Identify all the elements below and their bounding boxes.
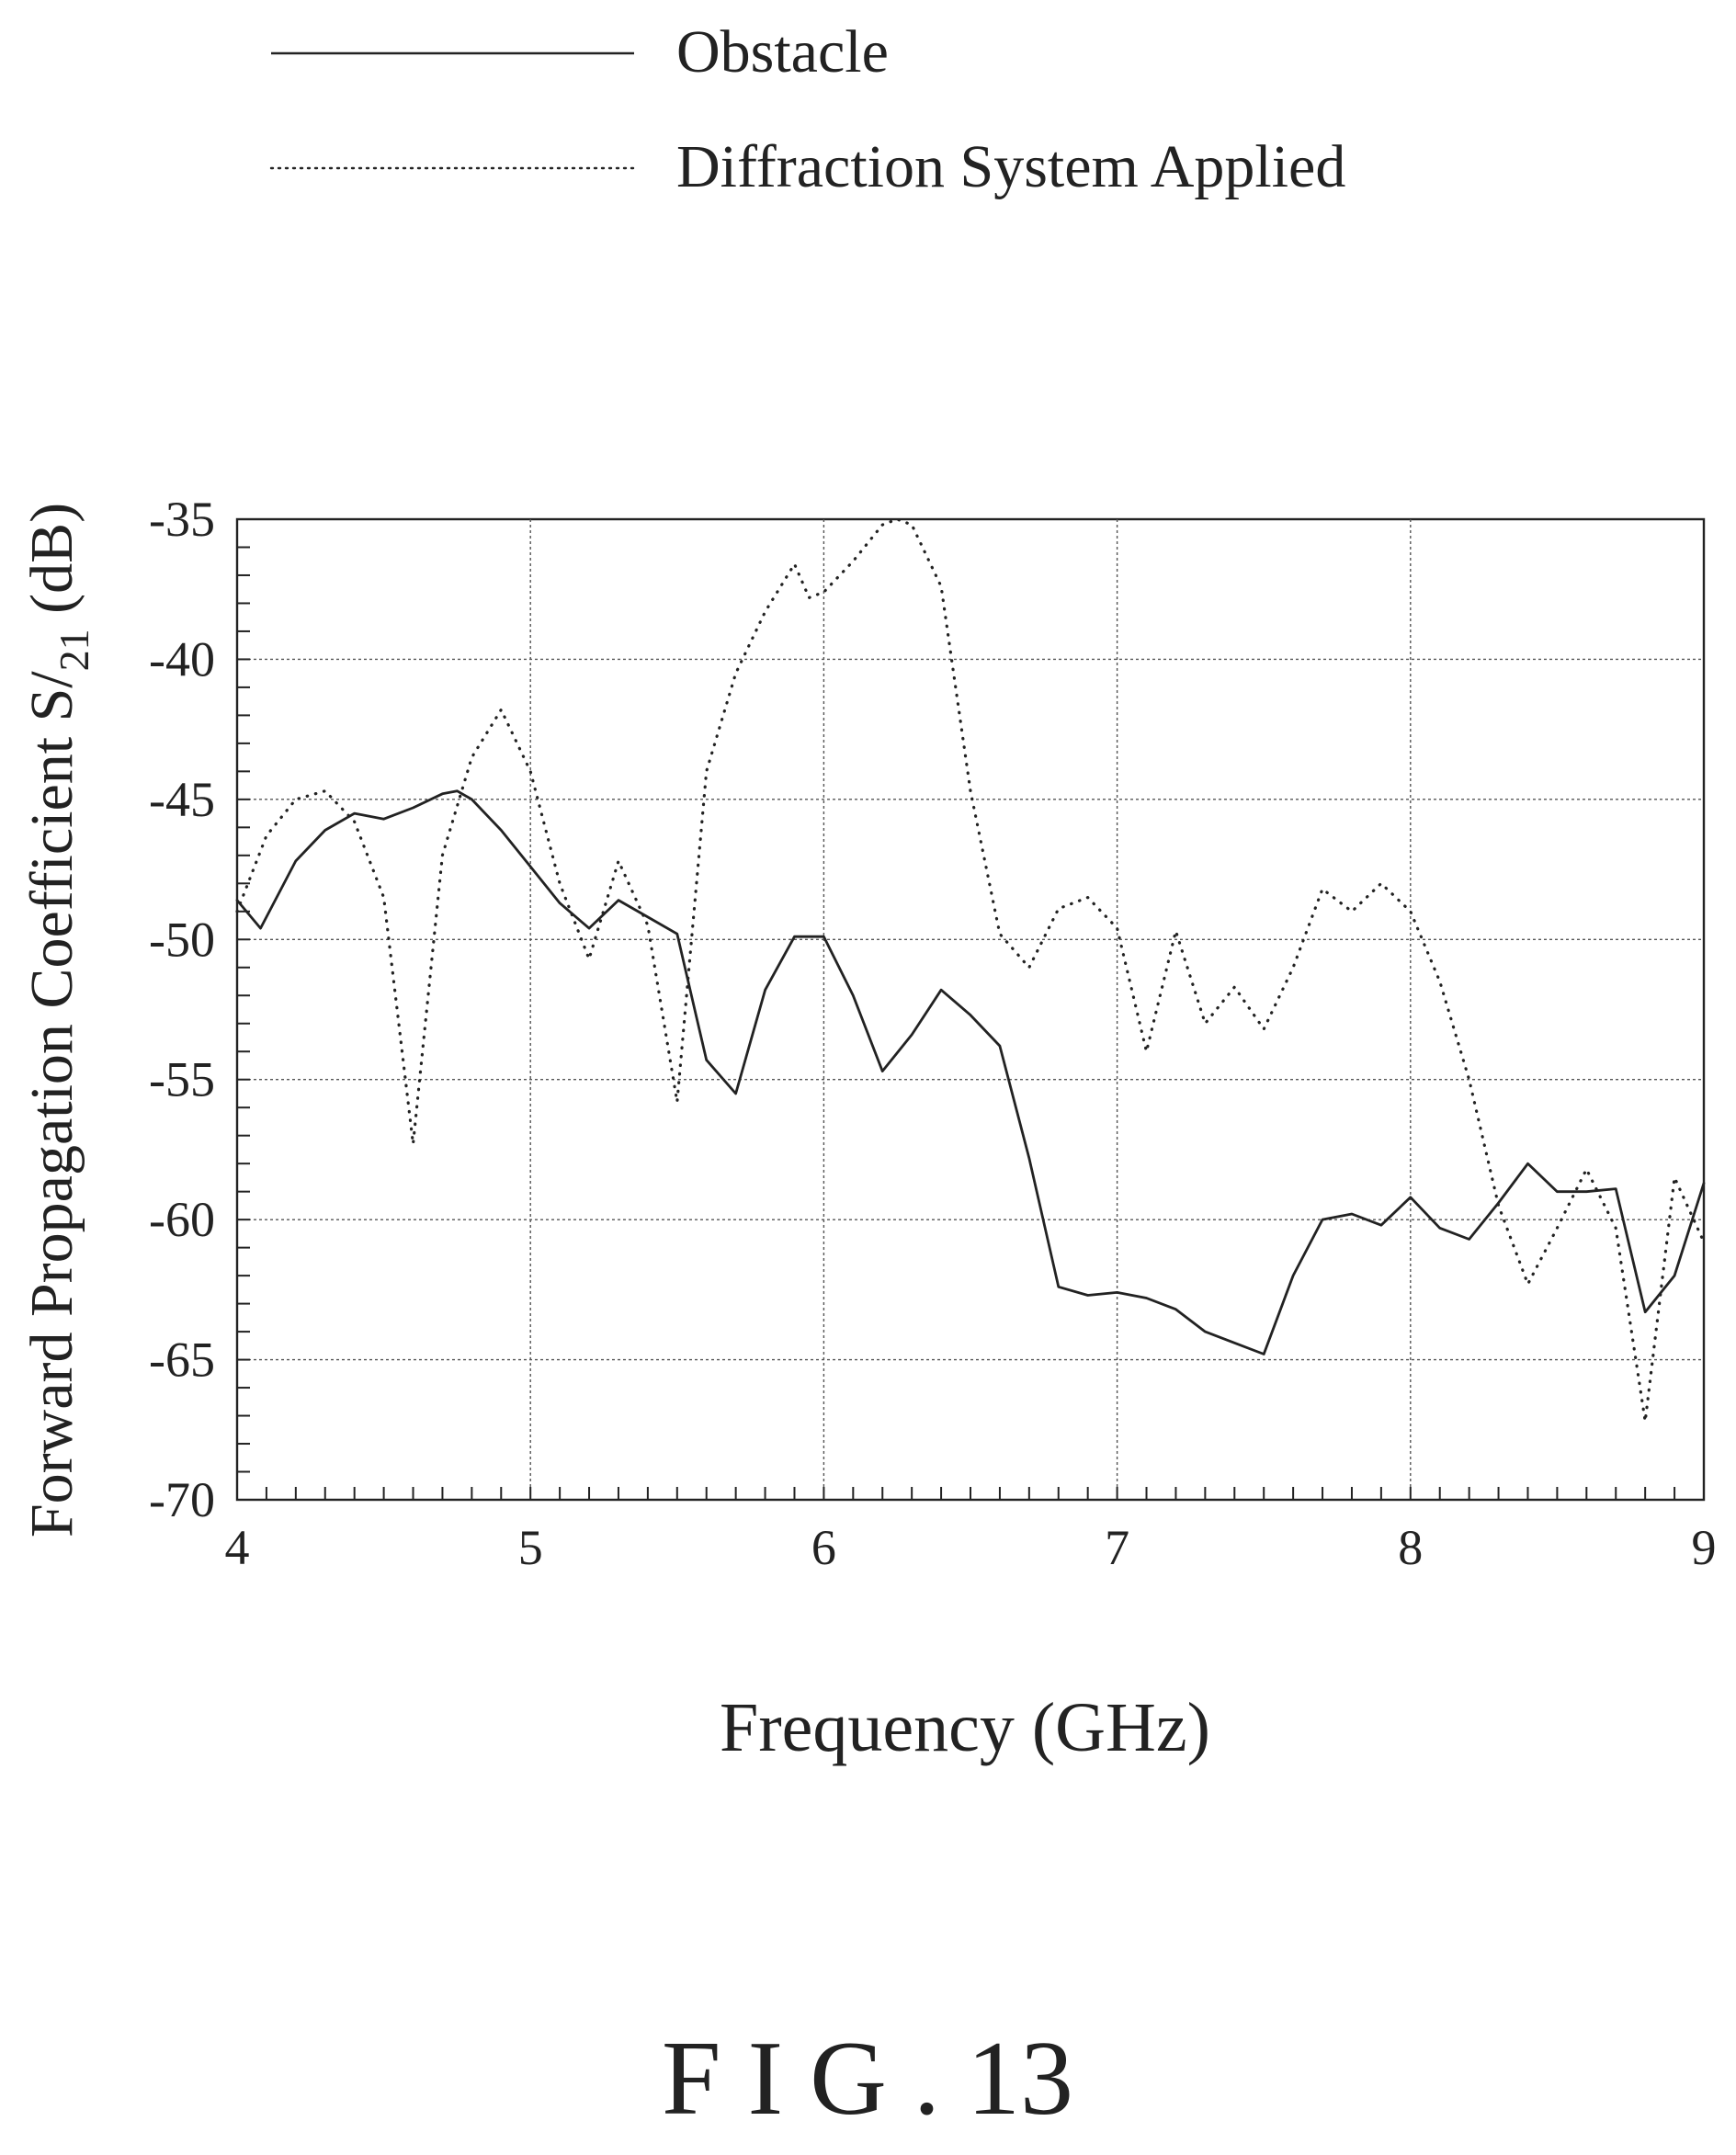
- series-layer: [235, 517, 1706, 1423]
- y-tick-label: -70: [149, 1472, 215, 1527]
- x-axis-label: Frequency (GHz): [720, 1689, 1210, 1766]
- x-tick-label: 8: [1398, 1520, 1423, 1575]
- y-tick-label: -65: [149, 1333, 215, 1388]
- x-tick-labels: 4 5 6 7 8 9: [225, 1520, 1717, 1575]
- y-axis-label-subscript: 21: [51, 629, 97, 671]
- y-tick-label: -40: [149, 631, 215, 686]
- y-tick-labels: -35 -40 -45 -50 -55 -60 -65 -70: [149, 492, 215, 1527]
- series-line-obstacle: [235, 789, 1706, 1355]
- figure-label: F I G . 13: [662, 2020, 1073, 2138]
- x-tick-label: 9: [1692, 1520, 1717, 1575]
- y-tick-label: -55: [149, 1052, 215, 1107]
- legend-label-diffraction: Diffraction System Applied: [676, 133, 1345, 200]
- x-tick-label: 4: [225, 1520, 250, 1575]
- legend-label-obstacle: Obstacle: [676, 18, 889, 85]
- y-tick-label: -50: [149, 912, 215, 967]
- x-tick-label: 7: [1105, 1520, 1129, 1575]
- minor-ticks: [236, 518, 1705, 1501]
- y-tick-label: -60: [149, 1192, 215, 1247]
- legend: Obstacle Diffraction System Applied: [269, 18, 1345, 200]
- y-tick-label: -35: [149, 492, 215, 547]
- y-axis-label-suffix: (dB): [18, 503, 85, 629]
- y-axis-label-main: Forward Propagation Coefficient S/: [18, 671, 85, 1537]
- grid: [237, 519, 1704, 1500]
- x-tick-label: 5: [518, 1520, 543, 1575]
- series-line-diffraction-system-applied: [235, 517, 1706, 1423]
- x-tick-label: 6: [811, 1520, 836, 1575]
- y-axis-label: Forward Propagation Coefficient S/21 (dB…: [18, 503, 97, 1537]
- y-tick-label: -45: [149, 772, 215, 827]
